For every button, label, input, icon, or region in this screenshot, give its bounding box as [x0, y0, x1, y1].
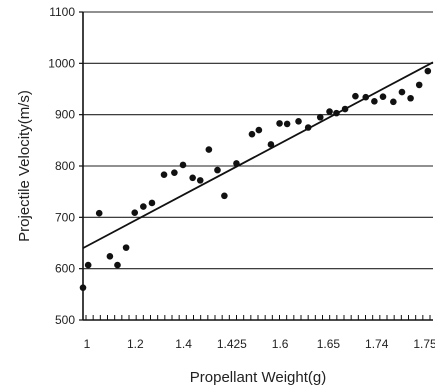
data-point: [316, 113, 324, 121]
data-point: [379, 93, 387, 100]
data-point: [326, 108, 333, 115]
data-point: [304, 124, 312, 131]
x-axis-title: Propellant Weight(g): [190, 369, 326, 386]
x-tick-label: 1.75: [413, 337, 435, 351]
y-tick-label: 800: [55, 159, 75, 173]
data-point: [371, 98, 378, 105]
data-point: [122, 244, 130, 251]
data-point: [276, 120, 283, 127]
y-tick-label: 500: [55, 313, 75, 327]
data-point: [114, 261, 121, 269]
data-point: [131, 209, 139, 217]
x-tick-label: 1.425: [217, 337, 247, 351]
x-tick-label: 1.6: [272, 337, 289, 351]
y-tick-label: 900: [55, 108, 75, 122]
data-point: [79, 284, 87, 291]
data-point: [390, 98, 397, 106]
data-point: [333, 109, 340, 117]
data-point: [352, 92, 359, 100]
data-point: [106, 253, 114, 260]
data-point: [140, 203, 147, 210]
data-point: [407, 94, 414, 102]
y-tick-label: 600: [55, 262, 75, 276]
data-point: [362, 93, 370, 101]
data-point: [214, 166, 221, 174]
trend-line: [82, 61, 434, 249]
x-minor-ticks: [85, 315, 431, 320]
x-tick-label: 1.65: [317, 337, 341, 351]
data-point: [196, 177, 204, 184]
x-tick-label: 1: [84, 337, 91, 351]
data-point: [171, 169, 178, 176]
data-point: [221, 192, 228, 200]
data-point: [415, 81, 423, 89]
data-point: [233, 160, 240, 167]
y-tick-labels: 500 600 700 800 900 1000 1100: [48, 5, 75, 327]
data-point: [84, 261, 92, 269]
data-point: [148, 199, 156, 207]
data-point: [205, 146, 213, 153]
data-point: [255, 126, 263, 134]
x-tick-labels: 1 1.2 1.4 1.425 1.6 1.65 1.74 1.75: [84, 337, 435, 351]
data-point: [160, 171, 168, 179]
x-tick-label: 1.4: [175, 337, 192, 351]
data-point: [398, 88, 406, 96]
y-tick-label: 700: [55, 210, 75, 224]
data-point: [295, 118, 302, 125]
y-axis-title: Projectile Velocity(m/s): [16, 90, 33, 242]
data-point: [424, 67, 432, 75]
data-point: [283, 120, 291, 128]
data-point: [267, 141, 275, 148]
y-tick-label: 1000: [48, 56, 75, 70]
y-tick-label: 1100: [49, 5, 75, 19]
data-point: [95, 209, 103, 217]
data-point: [179, 161, 187, 169]
grid-lines: [79, 11, 433, 321]
x-tick-label: 1.74: [365, 337, 389, 351]
data-points: [79, 67, 432, 291]
data-point: [248, 130, 256, 138]
x-tick-label: 1.2: [127, 337, 144, 351]
data-point: [341, 105, 349, 113]
data-point: [189, 174, 196, 182]
